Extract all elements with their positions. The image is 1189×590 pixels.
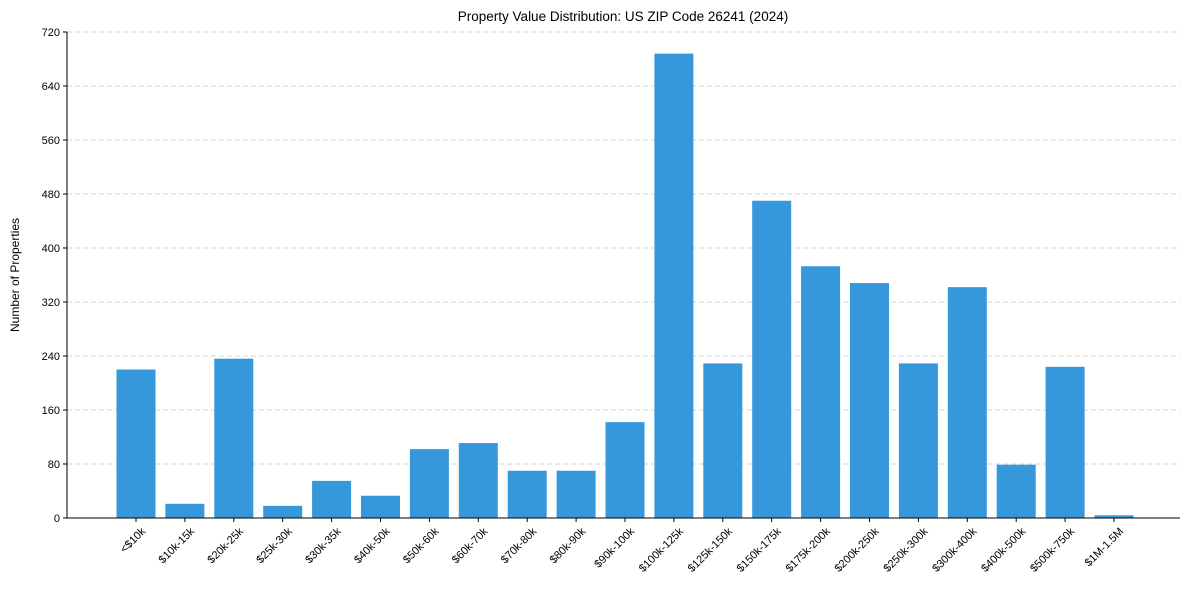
x-tick-label: $150k-175k: [735, 525, 784, 574]
x-axis: <$10k $10k-15k $20k-25k $25k-30k $30k-35k $40…: [67, 518, 1180, 575]
bar: [263, 506, 302, 518]
y-tick-label: 640: [42, 81, 60, 93]
bar: [703, 363, 742, 518]
x-tick-label: $60k-70k: [450, 525, 491, 566]
x-tick-label: $10k-15k: [157, 525, 198, 566]
x-tick-label: $1M-1.5M: [1083, 526, 1127, 570]
x-tick-label: $200k-250k: [832, 525, 881, 574]
y-tick-label: 560: [42, 135, 60, 147]
y-axis-label: Number of Properties: [8, 218, 22, 332]
x-tick-label: $50k-60k: [401, 525, 442, 566]
bar: [361, 496, 400, 518]
x-tick-label: $30k-35k: [303, 525, 344, 566]
y-tick-label: 240: [42, 351, 60, 363]
bar: [557, 471, 596, 518]
bar: [850, 283, 889, 518]
x-tick-label: $300k-400k: [930, 525, 979, 574]
bar: [654, 54, 693, 518]
y-tick-label: 720: [42, 27, 60, 39]
chart-title: Property Value Distribution: US ZIP Code…: [458, 9, 788, 24]
x-tick-label: <$10k: [118, 525, 148, 555]
bar: [899, 363, 938, 518]
bar: [801, 266, 840, 518]
bar: [508, 471, 547, 518]
bar: [948, 287, 987, 518]
y-tick-label: 400: [42, 243, 60, 255]
y-tick-label: 480: [42, 189, 60, 201]
y-tick-label: 80: [48, 459, 60, 471]
bar: [117, 370, 156, 519]
bar: [459, 443, 498, 518]
bar: [410, 449, 449, 518]
y-tick-label: 320: [42, 297, 60, 309]
y-tick-label: 0: [54, 513, 60, 525]
x-tick-label: $250k-300k: [881, 525, 930, 574]
x-tick-label: $500k-750k: [1028, 525, 1077, 574]
bar: [606, 422, 645, 518]
x-tick-label: $70k-80k: [499, 525, 540, 566]
y-axis: 0 80 160 240 320 400 480 560 640 720: [42, 27, 67, 525]
bar-chart: Property Value Distribution: US ZIP Code…: [0, 0, 1189, 590]
bars: [117, 54, 1134, 518]
x-tick-label: $400k-500k: [979, 525, 1028, 574]
bar: [312, 481, 351, 518]
bar: [997, 465, 1036, 518]
y-tick-label: 160: [42, 405, 60, 417]
x-tick-label: $100k-125k: [637, 525, 686, 574]
x-tick-label: $40k-50k: [352, 525, 393, 566]
x-tick-label: $90k-100k: [592, 525, 637, 570]
x-tick-label: $20k-25k: [205, 525, 246, 566]
x-tick-label: $80k-90k: [548, 525, 589, 566]
bar: [165, 504, 204, 518]
bar: [752, 201, 791, 518]
bar: [214, 359, 253, 518]
bar: [1046, 367, 1085, 518]
x-tick-label: $25k-30k: [254, 525, 295, 566]
x-tick-label: $175k-200k: [784, 525, 833, 574]
x-tick-label: $125k-150k: [686, 525, 735, 574]
